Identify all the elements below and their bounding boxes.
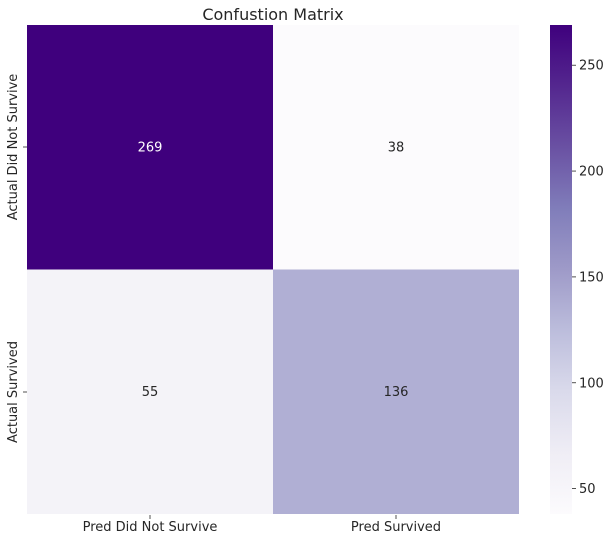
heatmap-cell [273,25,519,270]
cell-value-label: 136 [384,385,409,400]
heatmap-cell [273,269,519,514]
y-tick-label: Actual Did Not Survive [6,74,21,221]
colorbar-gradient [550,25,572,514]
colorbar-tick-label: 100 [579,376,604,391]
heatmap-cell-labels: 269 38 55 136 [138,140,409,400]
y-axis: Actual Did Not Survive Actual Survived [6,74,27,443]
colorbar-tick-label: 50 [579,482,596,497]
chart-title: Confustion Matrix [202,5,343,24]
cell-value-label: 55 [142,385,159,400]
x-tick-label: Pred Survived [351,520,441,535]
y-tick-label: Actual Survived [6,341,21,443]
cell-value-label: 38 [388,140,405,155]
cell-value-label: 269 [138,140,163,155]
heatmap-cells [27,25,519,514]
heatmap-cell [27,269,273,514]
colorbar: 50 100 150 200 250 [550,25,604,514]
x-axis: Pred Did Not Survive Pred Survived [83,515,441,535]
heatmap-cell [27,25,273,270]
colorbar-tick-label: 250 [579,59,604,74]
colorbar-ticks: 50 100 150 200 250 [572,59,604,497]
x-tick-label: Pred Did Not Survive [83,520,218,535]
colorbar-tick-label: 200 [579,165,604,180]
colorbar-tick-label: 150 [579,270,604,285]
